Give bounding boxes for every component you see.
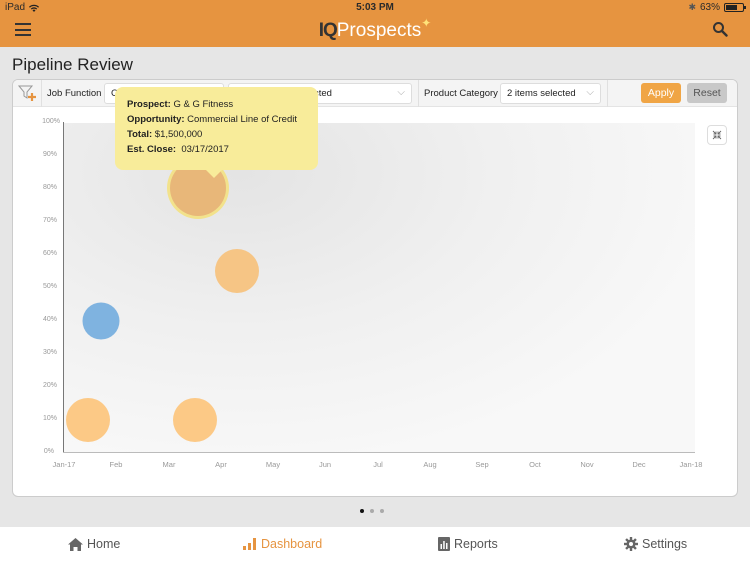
chart-plot-area [64, 123, 695, 453]
divider [418, 80, 419, 107]
add-filter-icon[interactable] [18, 84, 38, 102]
app-logo: IQProspects✦ [0, 16, 750, 42]
tooltip-label: Opportunity: [127, 114, 185, 125]
tooltip-close-date: Est. Close: 03/17/2017 [127, 142, 306, 157]
x-tick: Jun [318, 460, 332, 469]
product-category-value: 2 items selected [507, 88, 576, 99]
home-icon [68, 537, 83, 551]
y-tick: 70% [42, 217, 57, 224]
x-tick: Jan-17 [52, 460, 76, 469]
y-tick: 100% [42, 118, 60, 125]
tab-label: Settings [642, 537, 688, 551]
collapse-icon [712, 130, 722, 140]
clock: 5:03 PM [356, 2, 394, 13]
y-tick: 40% [42, 316, 57, 323]
bottom-tab-bar: Home Dashboard Reports Settings [0, 527, 750, 563]
y-tick: 30% [42, 349, 57, 356]
y-tick: 80% [42, 184, 57, 191]
collapse-chart-button[interactable] [707, 125, 727, 145]
battery-icon [724, 3, 746, 12]
product-category-select[interactable]: 2 items selected ⌵ [500, 83, 601, 104]
bubble-opportunity[interactable] [82, 302, 120, 340]
bar-chart-icon [243, 538, 256, 550]
device-label: iPad [5, 2, 26, 13]
x-tick: Aug [423, 460, 437, 469]
y-tick: 60% [42, 250, 57, 257]
y-axis [63, 122, 64, 453]
divider [607, 80, 608, 107]
y-tick: 10% [42, 415, 57, 422]
x-tick: Mar [162, 460, 176, 469]
chevron-down-icon: ⌵ [397, 87, 405, 98]
tooltip-opportunity: Opportunity: Commercial Line of Credit [127, 112, 306, 127]
chevron-down-icon: ⌵ [586, 87, 594, 98]
tooltip-value: Commercial Line of Credit [187, 114, 297, 125]
tab-label: Dashboard [261, 537, 323, 551]
x-tick: Sep [475, 460, 489, 469]
x-tick: Oct [529, 460, 541, 469]
battery-percent: 63% [699, 2, 720, 13]
logo-text: Prospects [336, 20, 422, 41]
search-icon[interactable] [712, 21, 728, 37]
tooltip-value: G & G Fitness [173, 99, 234, 110]
y-tick: 0% [43, 448, 54, 455]
job-function-label: Job Function [47, 88, 102, 99]
x-tick: May [265, 460, 281, 469]
x-tick: Jan-18 [679, 460, 703, 469]
pipeline-card: Job Function Co cted ⌵ Product Category … [12, 79, 738, 497]
tooltip-label: Total: [127, 129, 153, 140]
divider [41, 80, 42, 107]
product-category-label: Product Category [424, 88, 498, 99]
tab-label: Home [87, 537, 121, 551]
page-indicator[interactable] [360, 509, 384, 513]
tooltip-total: Total: $1,500,000 [127, 127, 306, 142]
tooltip-value: 03/17/2017 [181, 144, 229, 155]
tooltip-prospect: Prospect: G & G Fitness [127, 97, 306, 112]
tab-settings[interactable]: Settings [624, 537, 687, 551]
reset-button[interactable]: Reset [687, 83, 727, 103]
tab-home[interactable]: Home [68, 537, 120, 551]
gear-icon [624, 537, 638, 551]
tab-label: Reports [454, 537, 498, 551]
y-tick: 90% [42, 151, 57, 158]
x-tick: Dec [632, 460, 646, 469]
x-tick: Jul [373, 460, 383, 469]
status-bar: iPad 5:03 PM ✱ 63% [0, 0, 750, 16]
bubble-tooltip: Prospect: G & G Fitness Opportunity: Com… [115, 87, 318, 178]
tooltip-label: Est. Close: [127, 144, 177, 155]
x-tick: Nov [580, 460, 594, 469]
bluetooth-icon: ✱ [688, 2, 696, 12]
page-title: Pipeline Review [12, 55, 133, 74]
app-header: iPad 5:03 PM ✱ 63% IQProspects✦ [0, 0, 750, 47]
x-axis [63, 452, 695, 453]
wifi-icon [29, 4, 40, 12]
page-dot[interactable] [370, 509, 374, 513]
report-icon [438, 537, 450, 551]
bubble-opportunity[interactable] [215, 249, 259, 293]
logo-iq: IQ [318, 20, 338, 41]
hamburger-icon[interactable] [15, 23, 31, 36]
y-tick: 20% [42, 382, 57, 389]
secondary-select-value: cted [314, 88, 332, 99]
bubble-opportunity[interactable] [173, 398, 217, 442]
apply-button[interactable]: Apply [641, 83, 681, 103]
tooltip-label: Prospect: [127, 99, 171, 110]
y-tick: 50% [42, 283, 57, 290]
tooltip-value: $1,500,000 [154, 129, 203, 140]
page-dot[interactable] [380, 509, 384, 513]
tab-dashboard[interactable]: Dashboard [243, 537, 322, 551]
sparkle-icon: ✦ [421, 16, 432, 30]
tab-reports[interactable]: Reports [438, 537, 498, 551]
page-dot-active[interactable] [360, 509, 364, 513]
x-tick: Feb [109, 460, 123, 469]
x-tick: Apr [215, 460, 227, 469]
bubble-opportunity[interactable] [66, 398, 110, 442]
